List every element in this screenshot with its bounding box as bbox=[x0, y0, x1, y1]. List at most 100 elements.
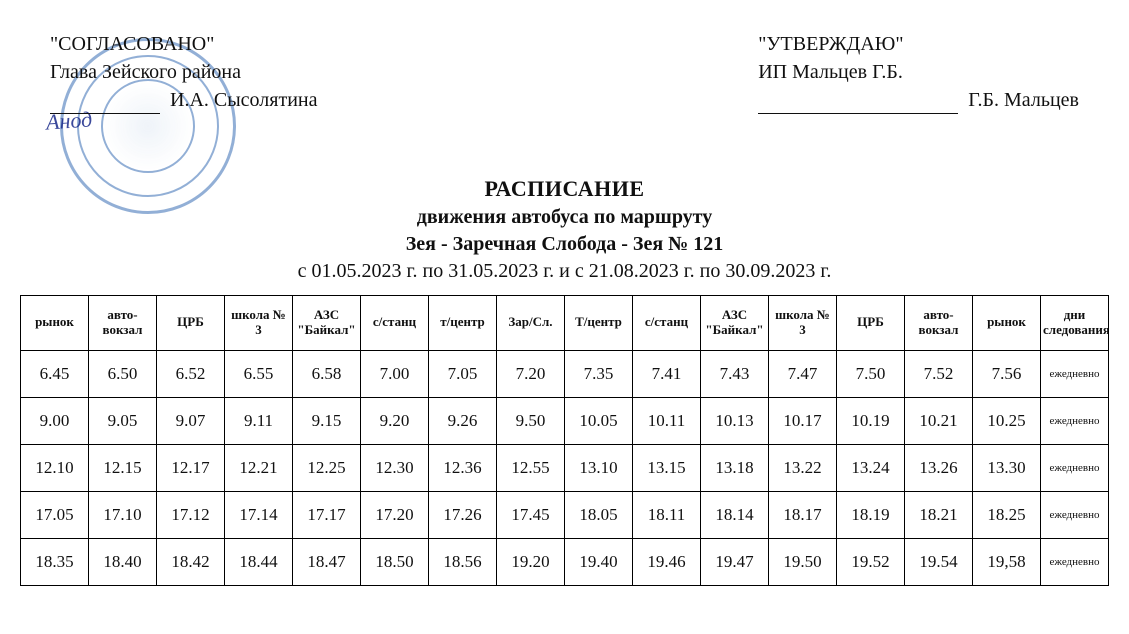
time-cell: 10.19 bbox=[837, 397, 905, 444]
time-cell: 6.52 bbox=[157, 350, 225, 397]
time-cell: 12.10 bbox=[21, 444, 89, 491]
col-header: АЗС"Байкал" bbox=[293, 295, 361, 350]
approval-right-signer-row: Г.Б. Мальцев bbox=[758, 86, 1079, 114]
days-cell: ежедневно bbox=[1041, 491, 1109, 538]
title-line1: РАСПИСАНИЕ bbox=[20, 174, 1109, 204]
approval-left-block: "СОГЛАСОВАНО" Глава Зейского района И.А.… bbox=[50, 30, 317, 114]
time-cell: 10.11 bbox=[633, 397, 701, 444]
time-cell: 12.30 bbox=[361, 444, 429, 491]
title-line3: Зея - Заречная Слобода - Зея № 121 bbox=[20, 231, 1109, 258]
col-header: т/центр bbox=[429, 295, 497, 350]
time-cell: 18.11 bbox=[633, 491, 701, 538]
approval-right-signer: Г.Б. Мальцев bbox=[968, 86, 1079, 114]
time-cell: 17.20 bbox=[361, 491, 429, 538]
time-cell: 18.42 bbox=[157, 538, 225, 585]
time-cell: 7.20 bbox=[497, 350, 565, 397]
approval-left-signer: И.А. Сысолятина bbox=[170, 86, 317, 114]
time-cell: 10.17 bbox=[769, 397, 837, 444]
time-cell: 19.47 bbox=[701, 538, 769, 585]
time-cell: 12.25 bbox=[293, 444, 361, 491]
time-cell: 13.10 bbox=[565, 444, 633, 491]
approval-left-line1: "СОГЛАСОВАНО" bbox=[50, 30, 317, 58]
days-cell: ежедневно bbox=[1041, 397, 1109, 444]
time-cell: 18.14 bbox=[701, 491, 769, 538]
time-cell: 9.05 bbox=[89, 397, 157, 444]
time-cell: 18.56 bbox=[429, 538, 497, 585]
time-cell: 7.05 bbox=[429, 350, 497, 397]
time-cell: 18.47 bbox=[293, 538, 361, 585]
time-cell: 9.26 bbox=[429, 397, 497, 444]
time-cell: 9.11 bbox=[225, 397, 293, 444]
col-header: школа №3 bbox=[225, 295, 293, 350]
time-cell: 19.52 bbox=[837, 538, 905, 585]
table-row: 18.3518.4018.4218.4418.4718.5018.5619.20… bbox=[21, 538, 1109, 585]
col-header: авто-вокзал bbox=[89, 295, 157, 350]
col-header: рынок bbox=[21, 295, 89, 350]
time-cell: 13.22 bbox=[769, 444, 837, 491]
signature-line-left bbox=[50, 91, 160, 114]
time-cell: 10.13 bbox=[701, 397, 769, 444]
col-header: дниследования bbox=[1041, 295, 1109, 350]
time-cell: 17.05 bbox=[21, 491, 89, 538]
time-cell: 17.14 bbox=[225, 491, 293, 538]
time-cell: 9.20 bbox=[361, 397, 429, 444]
time-cell: 6.55 bbox=[225, 350, 293, 397]
time-cell: 7.47 bbox=[769, 350, 837, 397]
time-cell: 12.55 bbox=[497, 444, 565, 491]
col-header: ЦРБ bbox=[157, 295, 225, 350]
document-page: Анод "СОГЛАСОВАНО" Глава Зейского района… bbox=[0, 0, 1129, 634]
table-header-row: рынокавто-вокзалЦРБшкола №3АЗС"Байкал"с/… bbox=[21, 295, 1109, 350]
time-cell: 10.05 bbox=[565, 397, 633, 444]
time-cell: 18.35 bbox=[21, 538, 89, 585]
time-cell: 18.40 bbox=[89, 538, 157, 585]
time-cell: 19.20 bbox=[497, 538, 565, 585]
time-cell: 7.43 bbox=[701, 350, 769, 397]
time-cell: 17.26 bbox=[429, 491, 497, 538]
time-cell: 12.15 bbox=[89, 444, 157, 491]
schedule-table: рынокавто-вокзалЦРБшкола №3АЗС"Байкал"с/… bbox=[20, 295, 1109, 586]
time-cell: 7.50 bbox=[837, 350, 905, 397]
time-cell: 13.30 bbox=[973, 444, 1041, 491]
time-cell: 7.41 bbox=[633, 350, 701, 397]
col-header: школа №3 bbox=[769, 295, 837, 350]
table-row: 9.009.059.079.119.159.209.269.5010.0510.… bbox=[21, 397, 1109, 444]
table-row: 17.0517.1017.1217.1417.1717.2017.2617.45… bbox=[21, 491, 1109, 538]
time-cell: 12.36 bbox=[429, 444, 497, 491]
time-cell: 18.50 bbox=[361, 538, 429, 585]
time-cell: 18.21 bbox=[905, 491, 973, 538]
title-dates: с 01.05.2023 г. по 31.05.2023 г. и с 21.… bbox=[20, 258, 1109, 285]
title-line2: движения автобуса по маршруту bbox=[20, 204, 1109, 231]
approval-right-line2: ИП Мальцев Г.Б. bbox=[758, 58, 1079, 86]
time-cell: 10.25 bbox=[973, 397, 1041, 444]
table-body: 6.456.506.526.556.587.007.057.207.357.41… bbox=[21, 350, 1109, 585]
time-cell: 17.10 bbox=[89, 491, 157, 538]
table-row: 6.456.506.526.556.587.007.057.207.357.41… bbox=[21, 350, 1109, 397]
time-cell: 19.50 bbox=[769, 538, 837, 585]
col-header: с/станц bbox=[361, 295, 429, 350]
col-header: рынок bbox=[973, 295, 1041, 350]
days-cell: ежедневно bbox=[1041, 350, 1109, 397]
time-cell: 7.35 bbox=[565, 350, 633, 397]
signature-line-right bbox=[758, 91, 958, 114]
time-cell: 18.25 bbox=[973, 491, 1041, 538]
time-cell: 7.56 bbox=[973, 350, 1041, 397]
col-header: Зар/Сл. bbox=[497, 295, 565, 350]
time-cell: 12.21 bbox=[225, 444, 293, 491]
time-cell: 17.45 bbox=[497, 491, 565, 538]
approval-right-block: "УТВЕРЖДАЮ" ИП Мальцев Г.Б. Г.Б. Мальцев bbox=[758, 30, 1079, 114]
time-cell: 19.46 bbox=[633, 538, 701, 585]
time-cell: 19,58 bbox=[973, 538, 1041, 585]
time-cell: 13.18 bbox=[701, 444, 769, 491]
time-cell: 18.44 bbox=[225, 538, 293, 585]
col-header: АЗС"Байкал" bbox=[701, 295, 769, 350]
time-cell: 7.00 bbox=[361, 350, 429, 397]
time-cell: 12.17 bbox=[157, 444, 225, 491]
time-cell: 6.50 bbox=[89, 350, 157, 397]
approval-left-signer-row: И.А. Сысолятина bbox=[50, 86, 317, 114]
title-block: РАСПИСАНИЕ движения автобуса по маршруту… bbox=[20, 174, 1109, 285]
time-cell: 9.50 bbox=[497, 397, 565, 444]
time-cell: 19.40 bbox=[565, 538, 633, 585]
approval-right-line1: "УТВЕРЖДАЮ" bbox=[758, 30, 1079, 58]
time-cell: 17.12 bbox=[157, 491, 225, 538]
col-header: с/станц bbox=[633, 295, 701, 350]
